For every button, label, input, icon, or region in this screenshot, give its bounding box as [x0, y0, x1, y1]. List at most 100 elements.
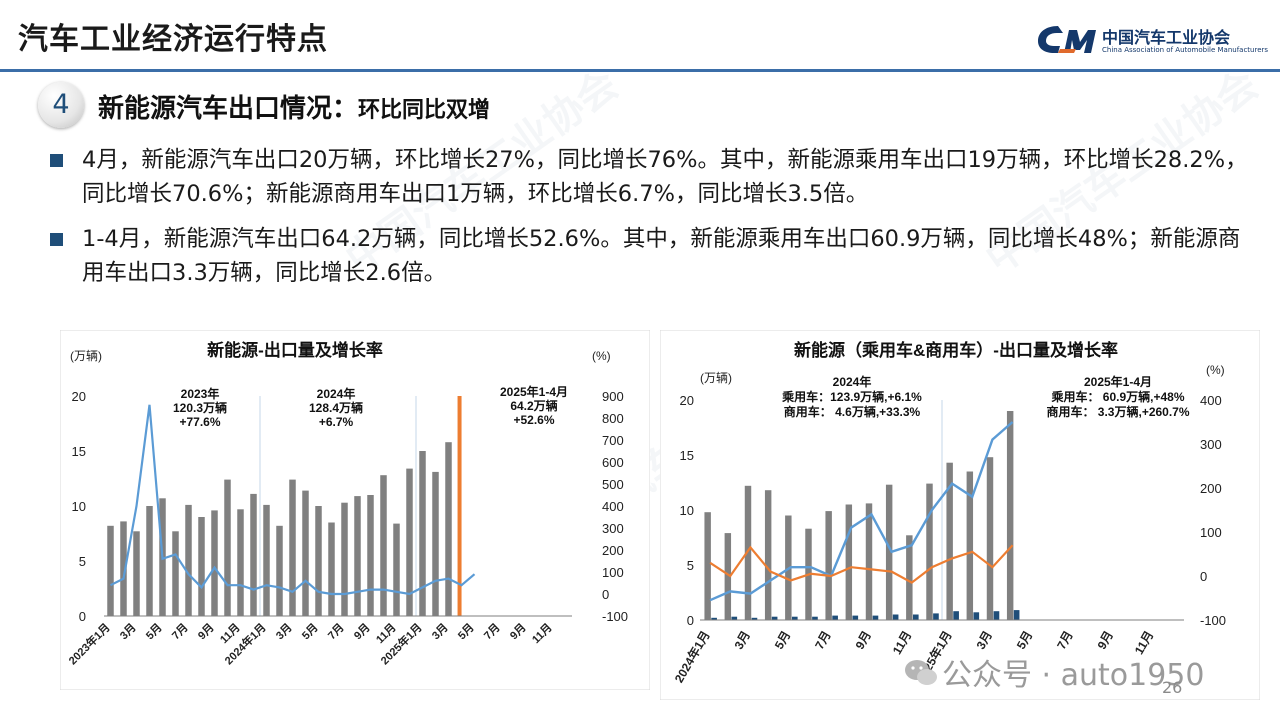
bar	[419, 451, 426, 616]
bar	[224, 479, 231, 616]
bar	[289, 479, 296, 616]
bar	[393, 523, 400, 616]
bar-passenger	[986, 457, 994, 620]
y-tick-label: 5	[687, 558, 694, 573]
bar	[367, 495, 374, 616]
bar	[328, 522, 335, 616]
wechat-icon	[904, 658, 938, 696]
bar-commercial	[832, 615, 838, 620]
bullet-text: 1-4月，新能源汽车出口64.2万辆，同比增长52.6%。其中，新能源乘用车出口…	[82, 226, 1241, 286]
section-number: 4	[52, 89, 70, 120]
wechat-watermark: 公众号 · auto1950	[904, 650, 1204, 696]
bar-commercial	[953, 611, 959, 620]
bar-passenger	[885, 484, 893, 620]
annotation-line: 乘用车：123.9万辆,+6.1%	[781, 389, 922, 404]
y2-tick-label: 100	[602, 565, 624, 580]
section-subtitle: 环比同比双增	[358, 98, 491, 123]
growth-line-commercial	[709, 544, 1014, 584]
y2-tick-label: 900	[602, 389, 624, 404]
y2-tick-label: -100	[602, 609, 628, 624]
bar-commercial	[993, 611, 1000, 620]
y-axis-label: (万辆)	[70, 349, 102, 363]
bar-passenger	[704, 512, 711, 620]
bullet-square-icon	[50, 233, 63, 246]
bar	[120, 521, 127, 616]
bar-commercial	[912, 614, 919, 620]
bar-passenger	[744, 485, 752, 620]
annotation-title: 2025年1-4月	[500, 384, 568, 399]
chart-title: 新能源-出口量及增长率	[207, 340, 383, 360]
annotation-line: +52.6%	[513, 413, 554, 427]
bullet-square-icon	[50, 154, 63, 167]
bar-commercial	[731, 616, 738, 620]
bar-commercial	[812, 616, 818, 620]
bar	[250, 493, 257, 616]
y2-tick-label: 600	[602, 455, 624, 470]
bar-passenger	[1006, 411, 1014, 620]
annotation-title: 2024年	[833, 374, 872, 389]
logo-text-en: China Association of Automobile Manufact…	[1102, 46, 1269, 54]
bar-commercial	[872, 615, 879, 620]
bar	[276, 525, 283, 616]
bar-commercial	[791, 616, 798, 620]
section-title: 新能源汽车出口情况：	[98, 94, 359, 124]
chart-pv-cv-export-svg: 新能源（乘用车&商用车）-出口量及增长率 (万辆) (%) 0 5 10 15 20 -100 0…	[660, 330, 1260, 700]
bar-passenger	[926, 483, 933, 620]
annotation-line: 128.4万辆	[309, 400, 363, 415]
bar-passenger	[946, 462, 953, 620]
chart-frame	[660, 330, 1260, 700]
y2-tick-label: 0	[1200, 569, 1207, 584]
bar	[198, 517, 205, 616]
bar	[211, 510, 218, 616]
bar-commercial	[1013, 610, 1020, 620]
y2-tick-label: 200	[602, 543, 624, 558]
bar	[445, 442, 452, 616]
logo-text-cn: 中国汽车工业协会	[1102, 28, 1231, 47]
y-tick-label: 20	[680, 393, 694, 408]
bar-commercial	[771, 616, 778, 620]
annotation-title: 2025年1-4月	[1084, 374, 1152, 389]
bar-passenger	[764, 490, 772, 620]
annotation-line: +77.6%	[179, 415, 220, 429]
annotation-line: 商用车： 3.3万辆,+260.7%	[1046, 404, 1189, 419]
bar	[133, 531, 140, 616]
bar	[302, 490, 309, 616]
bar	[172, 531, 179, 616]
caam-logo: 中国汽车工业协会 China Association of Automobile…	[1036, 18, 1268, 62]
bar	[107, 525, 114, 616]
bar	[146, 506, 153, 616]
y2-tick-label: 500	[602, 477, 624, 492]
bar	[380, 475, 387, 616]
caam-logo-icon	[1038, 26, 1096, 53]
bar-passenger	[966, 471, 974, 620]
section-heading: 新能源汽车出口情况：环比同比双增	[98, 88, 490, 125]
slide-number: 26	[1162, 678, 1183, 697]
bar	[406, 468, 413, 616]
annotation-line: 120.3万辆	[173, 400, 227, 415]
annotation-line: 64.2万辆	[510, 398, 557, 413]
wechat-account: 公众号 · auto1950	[942, 658, 1205, 693]
bar-commercial	[892, 614, 899, 620]
bar	[341, 502, 348, 616]
y-tick-label: 0	[687, 613, 694, 628]
bar	[185, 504, 192, 616]
chart-total-export-svg: 新能源-出口量及增长率 (万辆) (%) 0 5 10 15 20 -100 0 100 200 300…	[60, 330, 650, 690]
bullet-item: 1-4月，新能源汽车出口64.2万辆，同比增长52.6%。其中，新能源乘用车出口…	[50, 222, 1250, 290]
y2-tick-label: 0	[602, 587, 609, 602]
y2-tick-label: 800	[602, 411, 624, 426]
bar-commercial	[852, 615, 859, 620]
bar-commercial	[973, 612, 980, 620]
y-tick-label: 10	[680, 503, 694, 518]
bar-commercial	[751, 617, 758, 620]
bar-passenger	[865, 503, 873, 620]
y2-tick-label: 200	[1200, 481, 1222, 496]
header-divider	[0, 69, 1280, 72]
annotation-title: 2023年	[181, 386, 220, 401]
y2-axis-label: (%)	[1206, 363, 1225, 377]
growth-line-passenger	[709, 421, 1014, 602]
y2-tick-label: 400	[602, 499, 624, 514]
bar	[237, 509, 244, 616]
bar-passenger	[906, 535, 913, 620]
y-tick-label: 5	[79, 554, 86, 569]
bar	[354, 496, 361, 616]
